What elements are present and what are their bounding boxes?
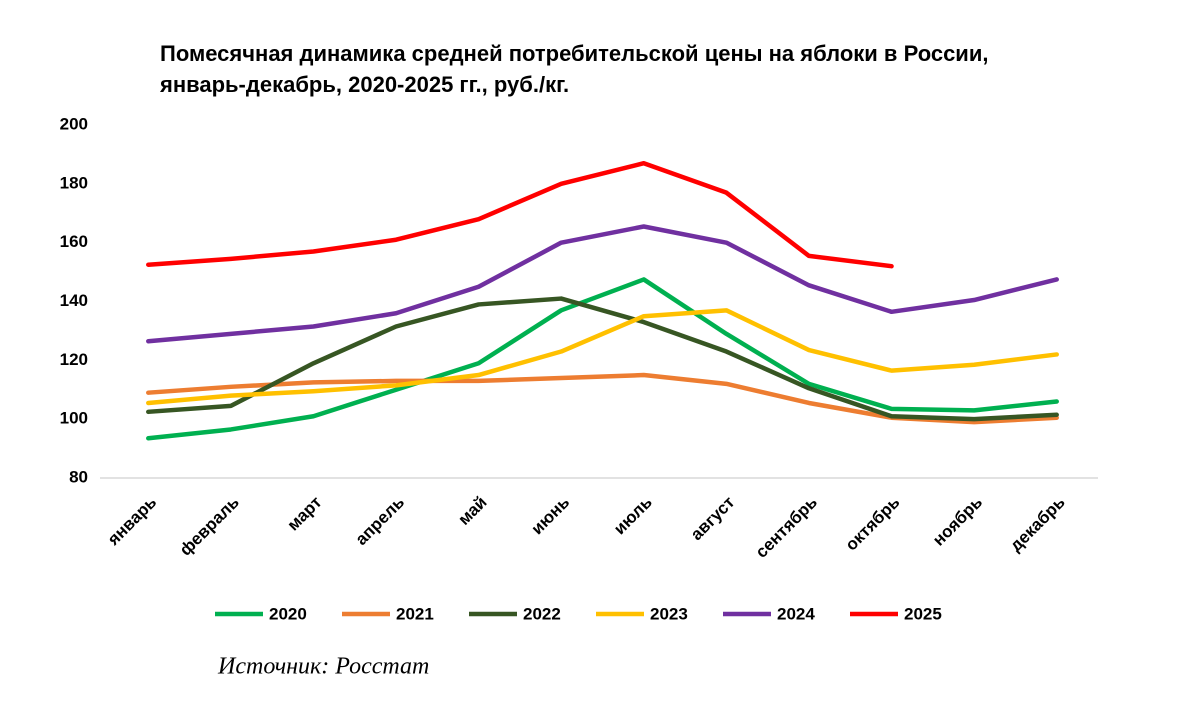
y-tick-label: 160 xyxy=(60,232,88,251)
legend-label: 2025 xyxy=(904,604,942,623)
series-line xyxy=(146,308,1059,406)
x-tick-label: март xyxy=(284,493,326,535)
legend-label: 2024 xyxy=(777,604,815,623)
y-tick-label: 100 xyxy=(60,409,88,428)
y-tick-label: 180 xyxy=(60,173,88,192)
chart-title: Помесячная динамика средней потребительс… xyxy=(160,41,988,66)
series-line xyxy=(146,224,1059,344)
x-tick-label: май xyxy=(454,493,490,529)
x-tick-label: апрель xyxy=(352,493,408,549)
x-tick-label: июнь xyxy=(527,493,573,539)
y-tick-label: 120 xyxy=(60,350,88,369)
x-tick-label: сентябрь xyxy=(752,493,821,562)
y-tick-label: 80 xyxy=(69,467,88,486)
source: Источник: Росстат xyxy=(217,654,429,680)
legend-label: 2020 xyxy=(269,604,307,623)
legend-label: 2023 xyxy=(650,604,688,623)
series-line xyxy=(146,160,894,269)
y-tick-label: 200 xyxy=(60,114,88,133)
x-tick-label: август xyxy=(687,493,738,544)
x-tick-label: ноябрь xyxy=(929,493,986,550)
x-tick-label: июль xyxy=(610,493,656,539)
x-tick-label: декабрь xyxy=(1006,493,1069,556)
legend-label: 2022 xyxy=(523,604,561,623)
x-tick-label: октябрь xyxy=(842,493,904,555)
x-tick-label: январь xyxy=(103,493,160,550)
x-tick-label: февраль xyxy=(176,493,243,560)
y-tick-label: 140 xyxy=(60,291,88,310)
chart-title: январь-декабрь, 2020-2025 гг., руб./кг. xyxy=(159,72,569,97)
series-line xyxy=(146,277,1059,441)
legend-label: 2021 xyxy=(396,604,434,623)
series-line xyxy=(146,296,1059,422)
